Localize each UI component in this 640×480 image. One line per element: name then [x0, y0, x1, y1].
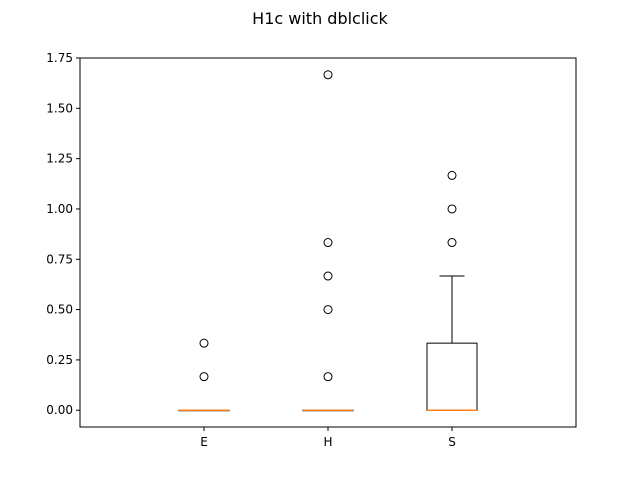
- box-e: [178, 338, 230, 412]
- y-tick-label: 0.25: [46, 353, 73, 367]
- y-tick-label: 1.75: [46, 51, 73, 65]
- axes-frame: [79, 57, 577, 428]
- flier-point: [199, 338, 209, 348]
- flier-point: [323, 238, 333, 248]
- flier-point: [323, 372, 333, 382]
- plot-area: [178, 70, 478, 412]
- y-tick-label: 0.00: [46, 403, 73, 417]
- y-tick-label: 1.00: [46, 202, 73, 216]
- flier-point: [323, 271, 333, 281]
- chart-title: H1c with dblclick: [252, 9, 388, 28]
- flier-point: [447, 238, 457, 248]
- y-tick-label: 1.25: [46, 152, 73, 166]
- x-tick-label: E: [200, 435, 208, 449]
- box-h: [302, 70, 354, 412]
- x-tick-label: S: [448, 435, 456, 449]
- flier-point: [199, 372, 209, 382]
- x-tick-label: H: [323, 435, 332, 449]
- y-axis: 0.00 0.25 0.50 0.75 1.00 1.25 1.50 1.75: [46, 51, 80, 417]
- flier-point: [447, 204, 457, 214]
- flier-point: [447, 170, 457, 180]
- y-tick-label: 1.50: [46, 101, 73, 115]
- y-tick-label: 0.50: [46, 303, 73, 317]
- flier-point: [323, 305, 333, 315]
- box-s: [426, 170, 478, 411]
- box-body: [426, 342, 478, 411]
- flier-point: [323, 70, 333, 80]
- y-tick-label: 0.75: [46, 252, 73, 266]
